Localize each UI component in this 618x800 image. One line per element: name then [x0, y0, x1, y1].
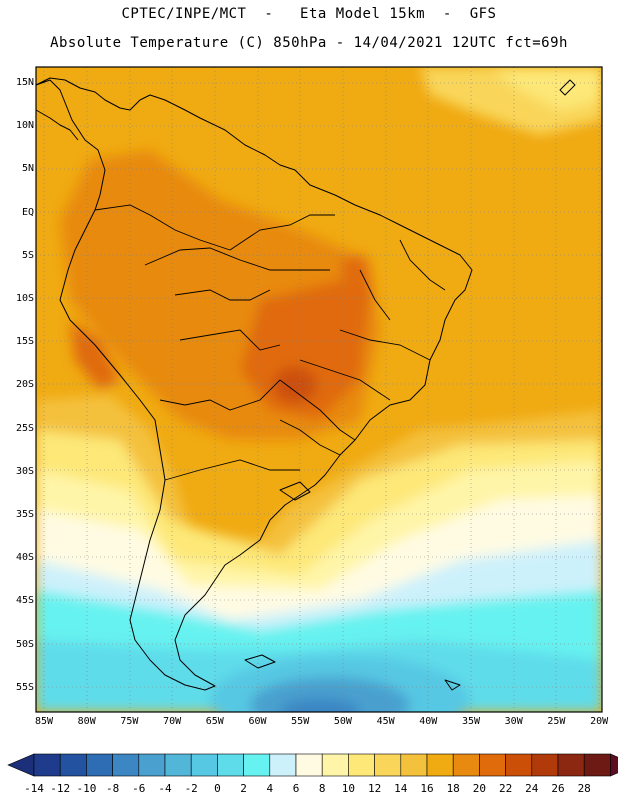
colorbar-tick-label: 10	[341, 782, 356, 795]
colorbar-tick-label: -12	[50, 782, 71, 795]
lon-label: 85W	[34, 716, 54, 727]
lat-label: 15N	[15, 77, 34, 88]
colorbar-swatch	[190, 753, 218, 777]
colorbar-swatch	[217, 753, 244, 777]
chart-title-line2: Absolute Temperature (C) 850hPa - 14/04/…	[50, 35, 568, 51]
lat-label: 5S	[21, 249, 34, 261]
colorbar-swatch	[243, 753, 271, 777]
colorbar-tick-label: 8	[318, 782, 326, 795]
coastlines	[35, 77, 576, 691]
colorbar-tick-label: -2	[184, 782, 198, 795]
colorbar-swatch	[86, 753, 113, 777]
lon-label: 50W	[333, 716, 352, 727]
colorbar-tick-label: 12	[367, 782, 382, 795]
lon-label: 70W	[163, 716, 182, 727]
lon-label: 25W	[547, 716, 566, 727]
colorbar-tick-label: 4	[266, 782, 274, 795]
lon-label: 35W	[461, 716, 481, 727]
lat-label: 10N	[15, 120, 34, 132]
lat-label: 35S	[15, 509, 34, 520]
colorbar-over-arrow	[610, 753, 618, 777]
colorbar-tick-label: 14	[394, 782, 408, 795]
colorbar-swatch	[269, 753, 297, 777]
lat-label: 25S	[15, 422, 34, 434]
colorbar-tick-label: -8	[105, 782, 120, 795]
lat-label: 10S	[15, 293, 34, 304]
lat-label: 20S	[15, 379, 34, 391]
colorbar-tick-label: 22	[498, 782, 513, 795]
colorbar-swatch	[33, 753, 61, 777]
colorbar-tick-label: 26	[551, 782, 565, 795]
lon-label: 20W	[590, 716, 609, 727]
colorbar-swatch	[321, 753, 349, 777]
colorbar-swatch	[59, 753, 87, 777]
colorbar-swatch	[348, 753, 375, 777]
chart-title-line1: CPTEC/INPE/MCT - Eta Model 15km - GFS	[121, 6, 497, 22]
colorbar-tick-label: 2	[240, 782, 247, 795]
lat-label: 55S	[15, 681, 34, 693]
lat-label: 30S	[15, 465, 34, 477]
colorbar-tick-label: -14	[24, 782, 44, 795]
colorbar-tick-label: -6	[132, 782, 146, 795]
lat-label: 40S	[15, 552, 34, 564]
colorbar-tick-label: 24	[525, 782, 539, 795]
lon-label: 60W	[248, 716, 267, 727]
colorbar-tick-label: 20	[472, 782, 487, 795]
colorbar-tick-label: 0	[214, 782, 221, 795]
colorbar-tick-label: 6	[292, 782, 300, 795]
colorbar-swatch	[112, 753, 140, 777]
lon-label: 80W	[77, 716, 96, 727]
colorbar-swatch	[505, 753, 533, 777]
colorbar-swatch	[164, 753, 192, 777]
map-frame	[35, 66, 603, 713]
colorbar-swatch	[295, 753, 323, 777]
colorbar-tick-label: -10	[76, 782, 97, 795]
colorbar-swatch	[452, 753, 480, 777]
colorbar-swatch	[583, 753, 611, 777]
lon-label: 40W	[419, 716, 438, 727]
lon-label: 30W	[504, 716, 523, 727]
country-borders	[94, 204, 446, 481]
colorbar-swatch	[138, 753, 166, 777]
lon-label: 45W	[376, 716, 395, 727]
colorbar-swatch	[374, 753, 402, 777]
colorbar-swatch	[531, 753, 559, 777]
colorbar-under-arrow	[7, 753, 35, 777]
colorbar-tick-label: 28	[577, 782, 591, 795]
colorbar-tick-label: 18	[446, 782, 460, 795]
lat-label: 50S	[15, 638, 34, 650]
lat-label: 5N	[21, 163, 34, 175]
lon-label: 75W	[120, 716, 139, 727]
lon-label: 55W	[291, 716, 310, 727]
colorbar-swatch	[479, 753, 506, 777]
lon-label: 65W	[205, 716, 224, 727]
colorbar-tick-label: -4	[158, 782, 172, 795]
colorbar-swatch	[426, 753, 454, 777]
colorbar-tick-label: 16	[420, 782, 434, 795]
lat-label: 45S	[15, 595, 34, 607]
colorbar-swatch	[557, 753, 585, 777]
colorbar	[7, 753, 618, 777]
colorbar-swatch	[400, 753, 428, 777]
lat-label: 15S	[15, 336, 34, 348]
lat-label: EQ	[21, 206, 34, 218]
